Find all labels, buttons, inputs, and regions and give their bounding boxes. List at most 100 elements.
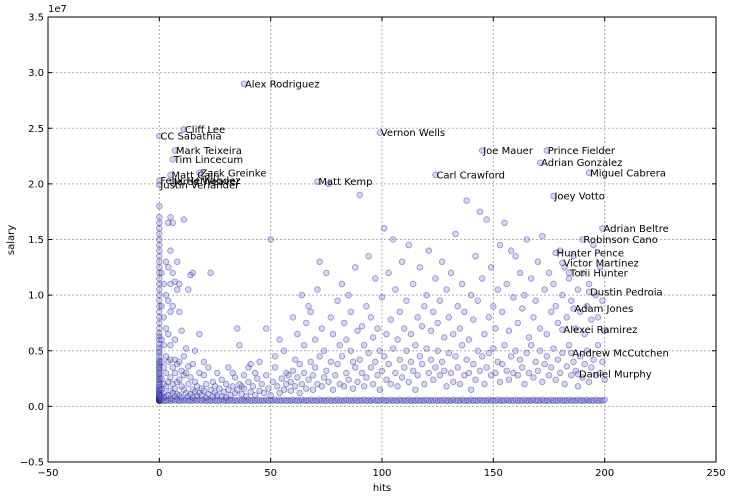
scatter-point bbox=[209, 393, 216, 400]
scatter-point bbox=[193, 392, 201, 400]
scatter-point bbox=[592, 396, 599, 403]
scatter-point bbox=[156, 392, 163, 400]
scatter-point bbox=[525, 397, 533, 404]
scatter-point bbox=[169, 389, 176, 397]
scatter-point bbox=[338, 397, 346, 404]
scatter-point bbox=[479, 397, 486, 405]
scatter-point bbox=[307, 358, 314, 366]
scatter-point bbox=[601, 327, 608, 334]
scatter-point bbox=[207, 397, 214, 405]
scatter-point bbox=[260, 397, 268, 405]
y-tick-label: 3.5 bbox=[28, 13, 44, 24]
annotated-point bbox=[479, 147, 486, 154]
annotation-label: Carl Crawford bbox=[436, 170, 505, 181]
annotated-point bbox=[196, 169, 203, 176]
scatter-point bbox=[200, 372, 208, 379]
annotation-label: Justin Verlander bbox=[159, 180, 240, 191]
scatter-point bbox=[156, 393, 163, 400]
annotation-label: Andrew McCutchen bbox=[572, 348, 669, 359]
scatter-point bbox=[421, 397, 428, 405]
scatter-point bbox=[176, 280, 183, 288]
scatter-point bbox=[193, 397, 201, 404]
scatter-point bbox=[601, 376, 608, 383]
x-tick-label: 50 bbox=[264, 468, 277, 479]
scatter-point bbox=[167, 397, 174, 405]
scatter-point bbox=[590, 397, 597, 405]
scatter-point bbox=[162, 393, 170, 400]
scatter-point bbox=[450, 378, 457, 386]
scatter-point bbox=[412, 341, 419, 349]
scatter-point bbox=[588, 364, 595, 371]
scatter-point bbox=[278, 397, 285, 405]
annotated-point bbox=[169, 178, 176, 185]
scatter-point bbox=[156, 387, 163, 394]
scatter-point bbox=[532, 397, 539, 405]
scatter-point bbox=[445, 349, 452, 357]
scatter-point bbox=[169, 219, 176, 227]
scatter-point bbox=[156, 225, 163, 232]
scatter-point bbox=[568, 397, 575, 405]
scatter-point bbox=[156, 241, 163, 249]
scatter-point bbox=[171, 397, 179, 404]
annotated-point bbox=[574, 370, 582, 378]
scatter-point bbox=[173, 258, 181, 265]
scatter-point bbox=[173, 390, 181, 398]
scatter-point bbox=[583, 347, 591, 354]
scatter-point bbox=[160, 394, 167, 401]
scatter-point bbox=[173, 286, 181, 293]
scatter-point bbox=[523, 349, 530, 357]
scatter-point bbox=[454, 364, 461, 371]
scatter-point bbox=[162, 383, 170, 390]
scatter-point bbox=[381, 397, 388, 405]
scatter-point bbox=[387, 316, 395, 323]
scatter-point bbox=[356, 397, 363, 404]
scatter-point bbox=[340, 397, 348, 405]
scatter-point bbox=[156, 382, 163, 389]
scatter-point bbox=[405, 378, 412, 386]
scatter-point bbox=[238, 397, 245, 405]
scatter-point bbox=[283, 397, 290, 405]
scatter-point bbox=[214, 397, 221, 404]
scatter-point bbox=[354, 397, 361, 405]
scatter-point bbox=[398, 374, 406, 381]
annotated-point bbox=[376, 129, 383, 136]
scatter-point bbox=[539, 232, 546, 240]
scatter-point bbox=[389, 236, 397, 243]
scatter-point bbox=[476, 367, 484, 374]
annotated-point bbox=[543, 147, 550, 154]
scatter-point bbox=[202, 380, 210, 388]
scatter-point bbox=[265, 385, 272, 392]
scatter-point bbox=[236, 380, 243, 388]
scatter-point bbox=[385, 269, 392, 277]
annotated-point bbox=[167, 171, 174, 179]
scatter-point bbox=[445, 314, 452, 321]
annotation-label: Vernon Wells bbox=[381, 128, 445, 139]
scatter-point bbox=[548, 396, 555, 403]
scatter-point bbox=[574, 396, 582, 403]
scatter-point bbox=[180, 216, 188, 223]
scatter-point bbox=[156, 247, 163, 254]
scatter-point bbox=[572, 325, 579, 332]
scatter-point bbox=[156, 333, 163, 340]
scatter-point bbox=[479, 275, 486, 282]
scatter-point bbox=[285, 397, 292, 404]
scatter-point bbox=[318, 397, 326, 405]
scatter-point bbox=[512, 347, 519, 354]
scatter-point bbox=[507, 247, 515, 254]
scatter-point bbox=[156, 396, 163, 403]
scatter-point bbox=[490, 397, 497, 404]
scatter-point bbox=[345, 376, 352, 383]
scatter-point bbox=[461, 397, 468, 405]
y-tick-label: 0.0 bbox=[28, 402, 44, 413]
scatter-point bbox=[554, 319, 562, 327]
scatter-point bbox=[247, 388, 254, 396]
scatter-point bbox=[552, 397, 559, 404]
scatter-point bbox=[450, 396, 457, 403]
scatter-point bbox=[579, 269, 586, 277]
scatter-point bbox=[505, 397, 513, 405]
scatter-point bbox=[465, 336, 473, 343]
scatter-point bbox=[196, 330, 203, 338]
scatter-point bbox=[325, 180, 332, 188]
scatter-point bbox=[434, 347, 441, 354]
